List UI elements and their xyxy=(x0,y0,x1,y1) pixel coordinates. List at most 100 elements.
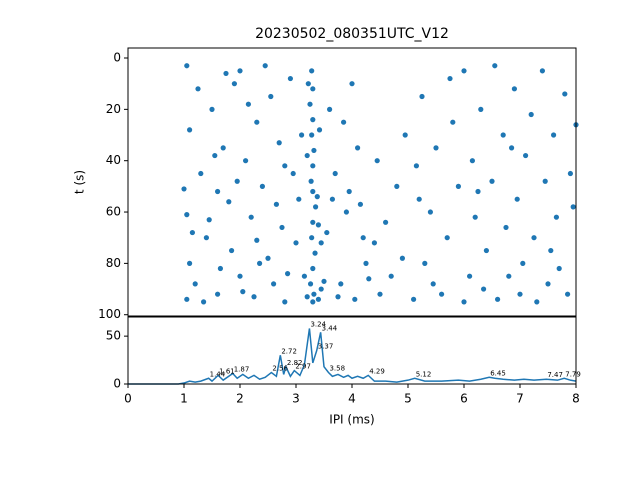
point xyxy=(251,294,257,300)
point xyxy=(495,296,501,302)
point xyxy=(209,106,215,112)
point xyxy=(413,163,419,169)
point xyxy=(411,296,417,302)
point xyxy=(481,286,487,292)
peak-label: 7.47 xyxy=(547,371,563,379)
point xyxy=(273,201,279,207)
point xyxy=(341,119,347,125)
point xyxy=(360,235,366,241)
point xyxy=(416,196,422,202)
point xyxy=(447,75,453,82)
point xyxy=(355,145,361,151)
point xyxy=(296,196,302,202)
point xyxy=(430,281,436,287)
point xyxy=(187,127,193,133)
point xyxy=(310,188,316,195)
peak-label: 1.61 xyxy=(219,367,235,375)
point xyxy=(352,296,358,302)
point xyxy=(324,229,330,236)
point xyxy=(254,237,260,243)
point xyxy=(422,260,428,266)
point xyxy=(315,222,321,228)
point xyxy=(285,271,291,277)
point xyxy=(311,147,317,154)
x-tick-label: 2 xyxy=(236,392,244,406)
point xyxy=(329,196,335,202)
peak-label: 1.87 xyxy=(234,365,250,373)
point xyxy=(282,299,288,305)
point xyxy=(309,132,315,138)
point xyxy=(282,163,288,169)
point xyxy=(483,247,489,254)
point xyxy=(279,224,285,231)
point xyxy=(374,158,380,164)
point xyxy=(259,183,265,189)
point xyxy=(310,117,316,123)
point xyxy=(371,240,377,246)
point xyxy=(310,163,316,169)
point xyxy=(467,273,473,279)
point xyxy=(240,289,246,295)
point xyxy=(343,209,349,215)
peak-label: 4.29 xyxy=(369,367,385,375)
point xyxy=(307,281,314,287)
peak-label: 3.37 xyxy=(318,343,334,351)
point xyxy=(231,81,237,87)
point xyxy=(567,170,574,177)
point xyxy=(335,294,341,300)
point xyxy=(399,255,405,261)
point xyxy=(192,281,198,287)
point xyxy=(523,152,529,159)
point xyxy=(315,296,321,302)
point xyxy=(427,209,433,215)
point xyxy=(307,101,313,107)
point xyxy=(506,273,512,279)
point xyxy=(265,255,271,261)
point xyxy=(293,240,299,246)
point xyxy=(511,86,517,92)
x-tick-label: 1 xyxy=(180,392,188,406)
point xyxy=(245,101,251,107)
point xyxy=(520,260,526,266)
point xyxy=(237,68,243,74)
peak-label: 3.24 xyxy=(310,320,326,328)
point xyxy=(203,235,209,241)
x-tick-label: 5 xyxy=(404,392,412,406)
point xyxy=(472,214,478,220)
point xyxy=(220,145,226,151)
point xyxy=(534,299,540,305)
point xyxy=(383,219,389,225)
x-tick-label: 4 xyxy=(348,392,356,406)
point xyxy=(308,178,314,184)
point xyxy=(565,291,571,297)
point xyxy=(181,186,187,192)
point xyxy=(433,145,439,151)
peak-label: 2.56 xyxy=(272,365,288,373)
x-tick-label: 8 xyxy=(572,392,580,406)
line xyxy=(128,328,577,385)
point xyxy=(489,178,495,184)
point xyxy=(226,199,232,205)
point xyxy=(313,204,319,210)
point xyxy=(276,140,282,146)
peak-label: 7.79 xyxy=(565,370,581,378)
point xyxy=(492,63,498,69)
point xyxy=(517,291,523,297)
point xyxy=(215,291,221,297)
y-tick-label: 0 xyxy=(113,51,121,65)
y-axis-label: t (s) xyxy=(73,170,87,194)
point xyxy=(201,299,207,305)
point xyxy=(310,265,316,272)
point xyxy=(198,170,204,177)
point xyxy=(312,250,318,256)
peak-label: 2.82 xyxy=(287,359,303,367)
y-tick-label: 60 xyxy=(106,205,121,219)
point xyxy=(290,170,296,177)
point xyxy=(237,273,243,279)
point xyxy=(439,291,445,297)
point xyxy=(346,188,352,195)
point xyxy=(217,265,223,272)
point xyxy=(357,201,363,207)
point xyxy=(514,196,520,202)
point xyxy=(305,81,311,87)
